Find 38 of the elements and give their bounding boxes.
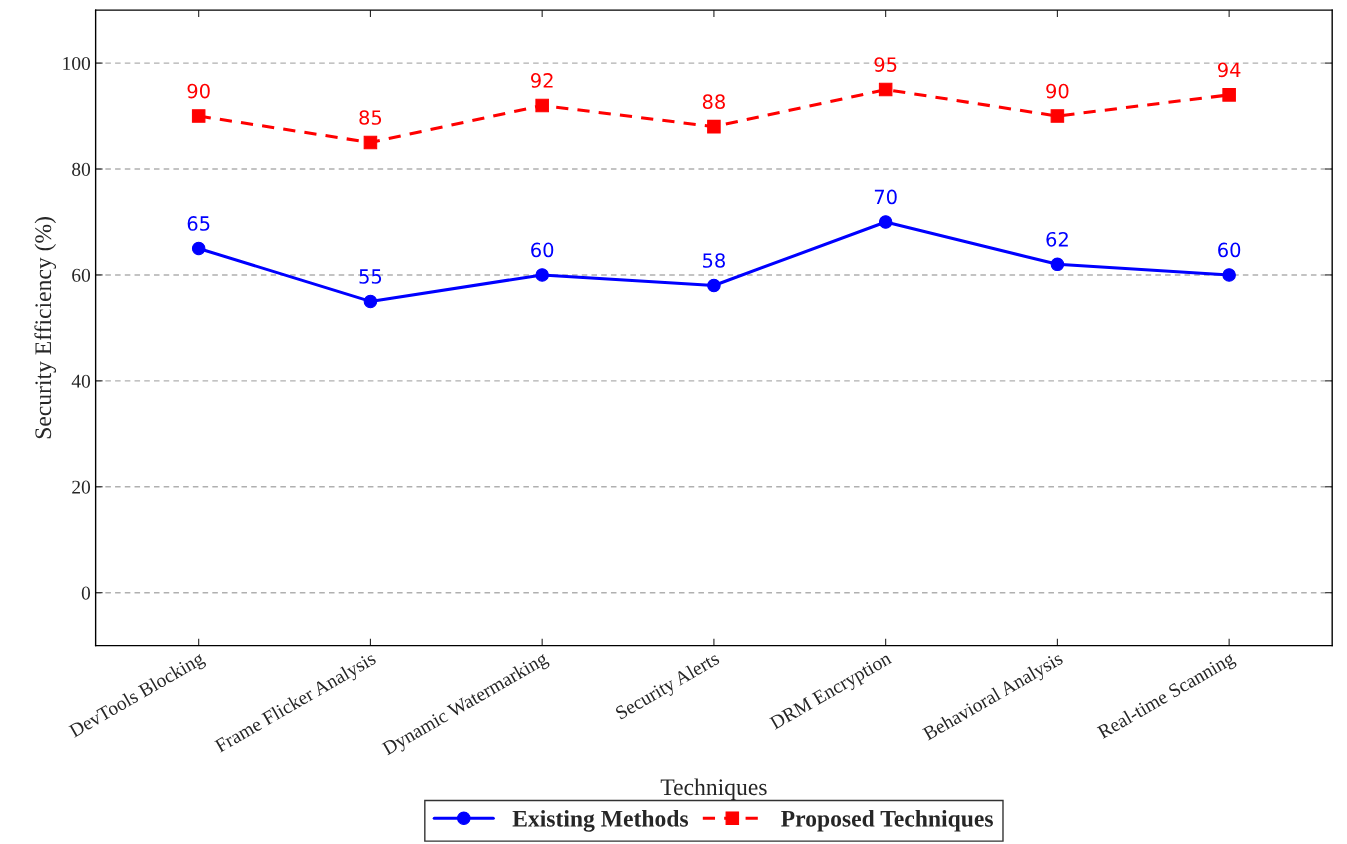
y-tick-label: 20 [72, 480, 91, 494]
data-label: 90 [1046, 83, 1069, 99]
point [1050, 257, 1065, 272]
data-label: 62 [1046, 231, 1068, 247]
y-tick-label: 100 [63, 56, 91, 71]
point [191, 109, 206, 123]
legend-label: Proposed Techniques [781, 810, 993, 832]
y-tick-label: 80 [72, 162, 91, 176]
point [707, 278, 721, 293]
point [1222, 88, 1236, 102]
point [707, 119, 721, 134]
data-label: 65 [187, 216, 210, 231]
point [878, 82, 893, 97]
point [1222, 268, 1236, 282]
y-tick-label: 0 [81, 586, 91, 600]
data-label: 60 [531, 242, 554, 258]
data-label: 94 [1217, 62, 1241, 78]
data-label: 85 [359, 110, 382, 125]
y-tick-label: 40 [71, 374, 91, 388]
point [535, 98, 549, 113]
point [363, 135, 378, 150]
data-label: 90 [187, 83, 210, 99]
point [191, 241, 206, 256]
point [535, 268, 549, 282]
x-axis-title: Techniques [660, 778, 767, 800]
data-label: 88 [702, 94, 725, 109]
y-axis-title: Security Efficiency (%) [34, 217, 57, 439]
point [878, 215, 893, 229]
legend-label: Existing Methods [512, 810, 689, 832]
data-label: 95 [874, 57, 897, 72]
y-tick-label: 60 [72, 268, 91, 282]
data-label: 60 [1218, 242, 1241, 258]
point [1050, 109, 1065, 123]
data-label: 58 [703, 253, 725, 268]
data-label: 70 [874, 189, 897, 205]
point [363, 294, 378, 309]
data-label: 55 [359, 269, 382, 284]
data-label: 92 [531, 73, 553, 88]
